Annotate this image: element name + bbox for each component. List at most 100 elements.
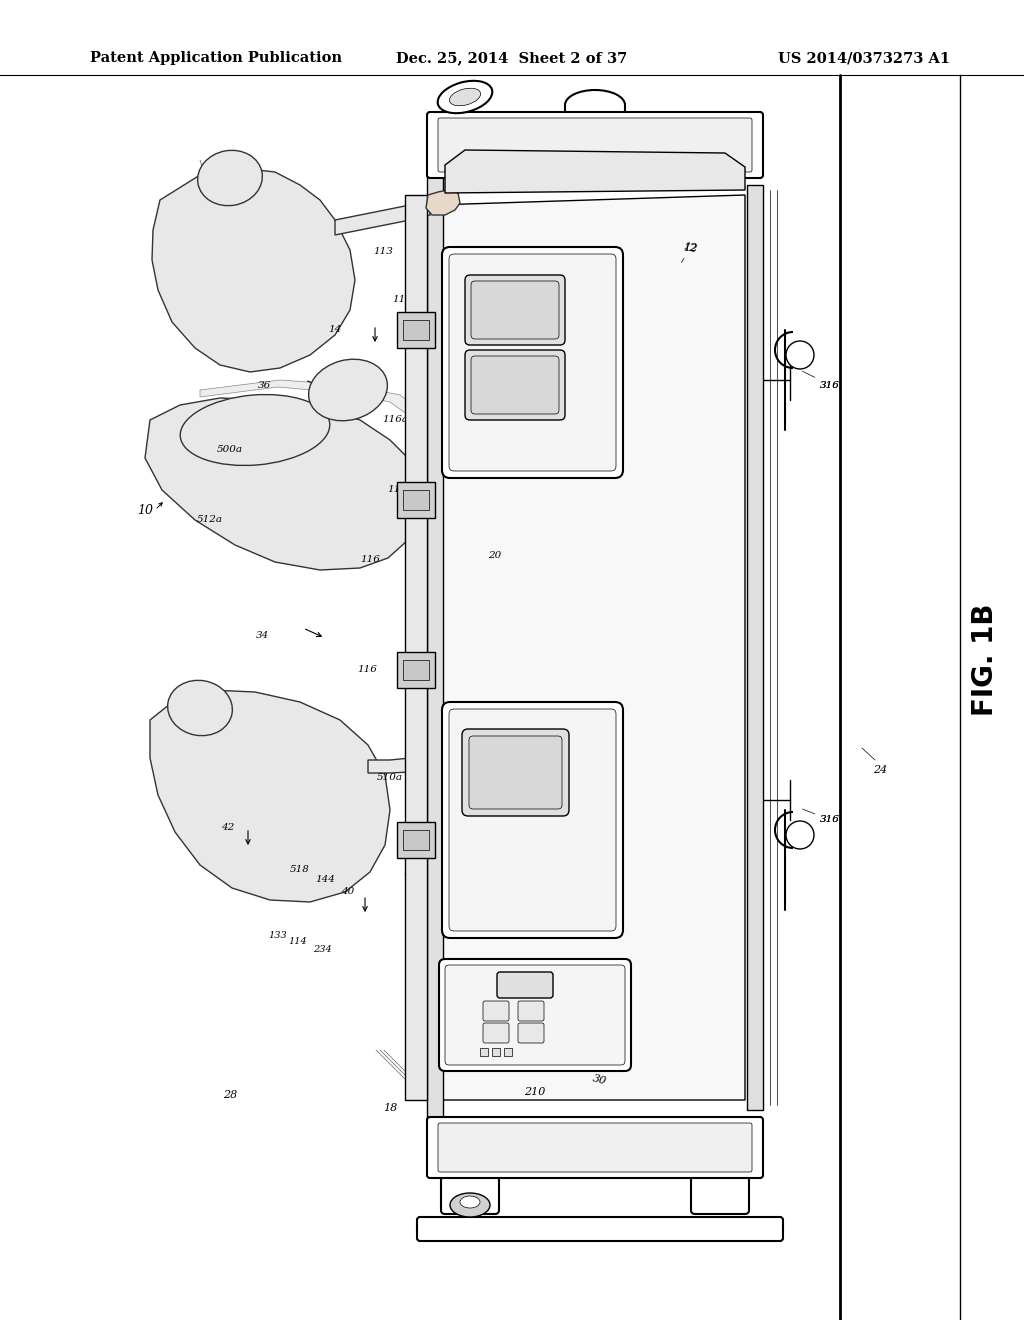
Text: 32: 32: [518, 735, 531, 744]
Bar: [492, 1048, 500, 1056]
Text: 42: 42: [221, 824, 234, 833]
Text: 130: 130: [515, 181, 535, 190]
Text: 510a: 510a: [377, 774, 403, 783]
Text: 316: 316: [820, 380, 840, 389]
Circle shape: [411, 495, 421, 506]
Polygon shape: [445, 150, 745, 193]
Text: FIG. 1B: FIG. 1B: [971, 603, 999, 717]
Bar: [397, 482, 435, 517]
Text: 116: 116: [357, 665, 377, 675]
Circle shape: [411, 665, 421, 675]
Text: 512a: 512a: [193, 685, 218, 694]
Circle shape: [786, 821, 814, 849]
Bar: [403, 660, 429, 680]
Text: 31: 31: [572, 168, 587, 177]
Ellipse shape: [450, 1193, 490, 1217]
Polygon shape: [152, 168, 355, 372]
Polygon shape: [200, 380, 425, 880]
Text: 212: 212: [455, 961, 475, 975]
Ellipse shape: [168, 680, 232, 735]
Bar: [397, 822, 435, 858]
Text: 22: 22: [573, 755, 587, 764]
Polygon shape: [150, 690, 390, 902]
Ellipse shape: [450, 88, 480, 106]
Text: 10: 10: [137, 503, 153, 516]
FancyBboxPatch shape: [462, 729, 569, 816]
FancyBboxPatch shape: [691, 1176, 749, 1214]
Polygon shape: [335, 201, 430, 235]
FancyBboxPatch shape: [449, 709, 616, 931]
Text: 14: 14: [329, 326, 342, 334]
Text: 316: 316: [803, 371, 840, 389]
Bar: [397, 652, 435, 688]
Circle shape: [411, 325, 421, 335]
FancyBboxPatch shape: [441, 1176, 499, 1214]
FancyBboxPatch shape: [438, 1123, 752, 1172]
FancyBboxPatch shape: [465, 275, 565, 345]
Text: 29: 29: [238, 177, 252, 187]
Ellipse shape: [198, 150, 262, 206]
Text: 34: 34: [255, 631, 268, 639]
Text: Dec. 25, 2014  Sheet 2 of 37: Dec. 25, 2014 Sheet 2 of 37: [396, 51, 628, 65]
FancyBboxPatch shape: [439, 960, 631, 1071]
FancyBboxPatch shape: [438, 117, 752, 172]
FancyBboxPatch shape: [483, 1023, 509, 1043]
Polygon shape: [368, 755, 425, 774]
Text: Patent Application Publication: Patent Application Publication: [90, 51, 342, 65]
Text: 518: 518: [290, 866, 310, 874]
Polygon shape: [145, 399, 420, 570]
FancyBboxPatch shape: [417, 1217, 783, 1241]
FancyBboxPatch shape: [445, 965, 625, 1065]
FancyBboxPatch shape: [427, 1117, 763, 1177]
FancyBboxPatch shape: [442, 247, 623, 478]
Text: 12: 12: [682, 242, 698, 255]
Ellipse shape: [180, 395, 330, 466]
FancyBboxPatch shape: [497, 972, 553, 998]
Ellipse shape: [437, 81, 493, 114]
Polygon shape: [427, 176, 443, 1119]
FancyBboxPatch shape: [518, 1023, 544, 1043]
Text: 36: 36: [258, 380, 271, 389]
Text: 113: 113: [373, 248, 393, 256]
Text: 16: 16: [446, 140, 463, 157]
Text: 116a: 116a: [382, 416, 408, 425]
Text: 512a: 512a: [197, 516, 223, 524]
Ellipse shape: [308, 359, 387, 421]
Text: 316: 316: [803, 809, 840, 825]
Bar: [397, 312, 435, 348]
FancyBboxPatch shape: [518, 1001, 544, 1020]
Bar: [403, 830, 429, 850]
Circle shape: [786, 341, 814, 370]
Bar: [406, 195, 427, 1100]
Text: 20: 20: [488, 550, 502, 560]
Text: 22: 22: [573, 446, 587, 454]
Text: 316: 316: [820, 816, 840, 825]
Text: 12: 12: [681, 243, 697, 263]
Bar: [480, 1048, 488, 1056]
Text: 119a: 119a: [387, 486, 413, 495]
Text: 210: 210: [524, 1086, 546, 1097]
Text: 24: 24: [872, 766, 887, 775]
Text: 30: 30: [592, 1073, 608, 1086]
Ellipse shape: [460, 1196, 480, 1208]
Bar: [403, 319, 429, 341]
Text: 22: 22: [543, 430, 577, 445]
Text: US 2014/0373273 A1: US 2014/0373273 A1: [778, 51, 950, 65]
FancyBboxPatch shape: [483, 1001, 509, 1020]
Bar: [504, 1048, 512, 1056]
Polygon shape: [426, 190, 460, 215]
FancyBboxPatch shape: [465, 350, 565, 420]
FancyBboxPatch shape: [469, 737, 562, 809]
Text: 40: 40: [341, 887, 354, 896]
Text: 144: 144: [315, 875, 335, 884]
Text: 114: 114: [289, 937, 307, 946]
FancyBboxPatch shape: [471, 281, 559, 339]
Text: 116: 116: [392, 296, 412, 305]
Text: 38: 38: [532, 153, 547, 162]
Circle shape: [411, 836, 421, 845]
Text: 234: 234: [312, 945, 332, 954]
FancyBboxPatch shape: [449, 253, 616, 471]
FancyBboxPatch shape: [442, 702, 623, 939]
Polygon shape: [435, 195, 745, 1100]
Text: 133: 133: [268, 931, 288, 940]
